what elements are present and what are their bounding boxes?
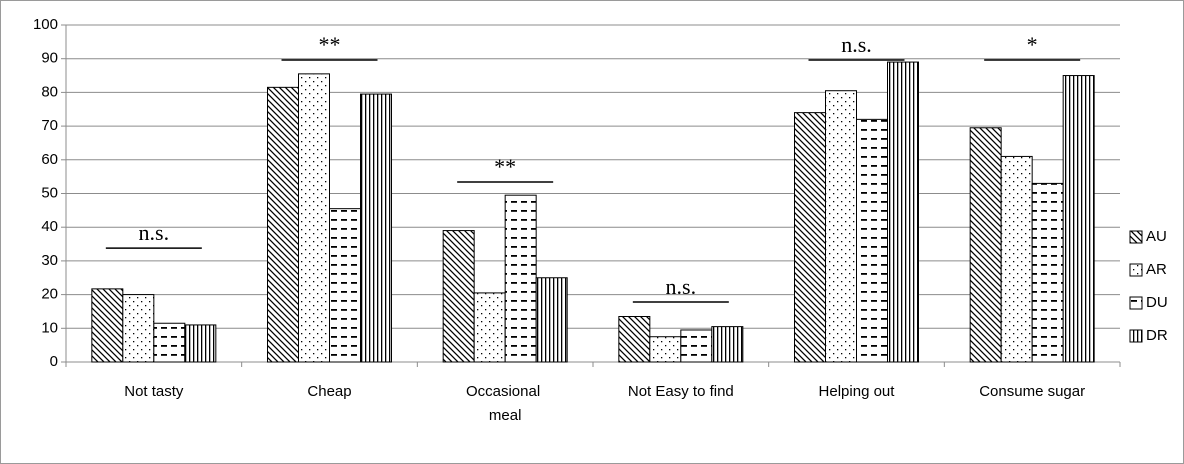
bar xyxy=(91,288,124,363)
bar xyxy=(649,336,682,363)
bar xyxy=(267,86,299,363)
bar xyxy=(473,292,506,363)
legend-label: DR xyxy=(1146,327,1168,344)
bar xyxy=(122,294,155,363)
y-tick-label: 40 xyxy=(41,218,58,235)
legend-swatch xyxy=(1129,296,1143,310)
bar xyxy=(329,208,361,363)
y-tick-label: 10 xyxy=(41,319,58,336)
y-tick-label: 0 xyxy=(50,353,58,370)
legend-swatch xyxy=(1129,329,1143,343)
y-tick-label: 70 xyxy=(41,117,58,134)
y-tick-label: 80 xyxy=(41,83,58,100)
bar xyxy=(618,316,651,363)
bar xyxy=(360,93,392,363)
bar xyxy=(680,329,713,363)
y-tick-label: 50 xyxy=(41,184,58,201)
y-tick-label: 20 xyxy=(41,286,58,303)
significance-label: n.s. xyxy=(666,274,697,299)
bar xyxy=(153,322,186,363)
bar xyxy=(504,194,537,363)
x-tick-label: Not Easy to find xyxy=(628,383,734,400)
legend-label: AR xyxy=(1146,261,1167,278)
significance-label: n.s. xyxy=(139,220,170,245)
y-tick-label: 100 xyxy=(33,16,58,33)
bar xyxy=(856,118,888,363)
significance-label: * xyxy=(1027,32,1038,57)
x-tick-label: Cheap xyxy=(307,383,351,400)
bar xyxy=(1031,182,1064,363)
bar xyxy=(794,112,826,363)
bar xyxy=(298,73,330,363)
x-tick-label: Occasional meal xyxy=(466,383,544,424)
x-tick-label: Not tasty xyxy=(124,383,184,400)
x-tick-label: Helping out xyxy=(819,383,896,400)
bar xyxy=(442,230,475,363)
bar xyxy=(825,90,857,363)
bar xyxy=(887,61,919,363)
bar xyxy=(1000,155,1033,363)
legend-swatch xyxy=(1129,230,1143,244)
x-tick-label: Consume sugar xyxy=(979,383,1085,400)
bar xyxy=(711,326,744,363)
legend-label: DU xyxy=(1146,294,1168,311)
bar xyxy=(969,127,1002,363)
bar xyxy=(1062,75,1095,363)
bar xyxy=(184,324,217,363)
significance-label: ** xyxy=(494,154,516,179)
significance-label: ** xyxy=(319,32,341,57)
y-tick-label: 30 xyxy=(41,252,58,269)
y-tick-label: 90 xyxy=(41,50,58,67)
legend-label: AU xyxy=(1146,228,1167,245)
legend-swatch xyxy=(1129,263,1143,277)
significance-label: n.s. xyxy=(841,32,872,57)
bar xyxy=(535,277,568,363)
y-tick-label: 60 xyxy=(41,151,58,168)
